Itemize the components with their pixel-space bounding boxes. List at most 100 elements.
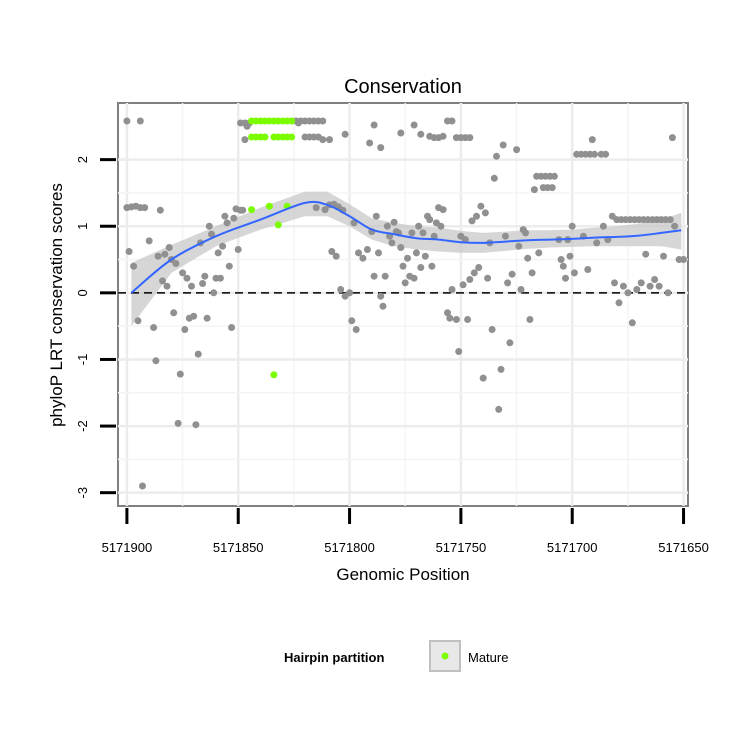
point-other: [199, 280, 207, 287]
point-mature: [274, 221, 282, 229]
y-tick-label: 2: [75, 156, 90, 163]
point-other: [388, 239, 396, 247]
point-other: [412, 249, 420, 257]
point-other: [332, 252, 340, 260]
point-other: [241, 136, 249, 144]
point-other: [651, 276, 659, 283]
point-other: [219, 242, 227, 250]
point-other: [446, 314, 454, 322]
point-other: [624, 289, 632, 297]
point-other: [223, 219, 231, 227]
point-other: [372, 212, 380, 220]
plot-panel: [117, 102, 689, 507]
trend-line: [130, 200, 682, 294]
point-other: [179, 269, 187, 277]
point-other: [452, 316, 460, 323]
point-other: [150, 324, 158, 331]
point-other: [359, 254, 367, 262]
point-other: [448, 117, 456, 125]
point-other: [602, 150, 610, 158]
x-tick-label: 5171700: [547, 540, 598, 555]
point-other: [566, 252, 574, 260]
point-other: [473, 212, 480, 220]
point-other: [477, 202, 485, 210]
point-other: [642, 250, 650, 258]
point-other: [352, 326, 360, 333]
point-other: [355, 249, 362, 257]
legend: Hairpin partition Mature: [284, 640, 508, 672]
point-other: [321, 206, 329, 214]
point-other: [637, 279, 645, 287]
point-other: [461, 236, 469, 244]
y-tick-label: 0: [75, 289, 90, 296]
point-other: [466, 134, 474, 142]
x-tick-label: 5171900: [102, 540, 153, 555]
point-other: [326, 136, 333, 144]
point-other: [591, 150, 598, 158]
point-other: [417, 130, 425, 138]
point-other: [399, 262, 407, 270]
point-mature: [265, 202, 273, 210]
point-other: [459, 281, 467, 289]
y-tick-label: -3: [75, 487, 90, 499]
legend-label-mature: Mature: [468, 650, 508, 665]
point-other: [383, 222, 391, 230]
point-other: [535, 249, 543, 257]
point-other: [515, 242, 523, 250]
point-other: [655, 282, 663, 290]
point-other: [188, 282, 195, 290]
point-other: [183, 274, 191, 282]
y-tick-label: -1: [75, 354, 90, 366]
point-other: [163, 282, 171, 290]
point-other: [664, 289, 672, 297]
point-other: [294, 119, 302, 127]
point-other: [145, 237, 153, 245]
point-other: [479, 374, 487, 382]
point-other: [379, 302, 387, 310]
point-other: [633, 286, 641, 293]
point-other: [234, 246, 242, 253]
point-other: [348, 317, 356, 325]
point-other: [415, 222, 423, 230]
point-other: [526, 316, 534, 323]
point-other: [417, 264, 425, 271]
point-other: [559, 262, 567, 270]
point-other: [524, 254, 532, 262]
point-other: [172, 260, 180, 267]
point-other: [437, 222, 445, 230]
point-other: [528, 269, 536, 277]
point-other: [375, 249, 382, 257]
point-other: [141, 204, 149, 212]
point-other: [210, 289, 218, 297]
point-other: [488, 326, 496, 333]
point-other: [130, 262, 138, 270]
point-other: [203, 314, 211, 322]
point-other: [190, 312, 198, 320]
point-other: [319, 136, 327, 144]
x-axis: 5171900 5171850 5171800 5171750 5171700 51716…: [102, 508, 709, 555]
y-axis: -3 -2 -1 0 1 2: [75, 156, 116, 498]
x-axis-title: Genomic Position: [336, 565, 469, 584]
data-points: [123, 117, 687, 490]
point-other: [568, 222, 576, 230]
point-other: [501, 232, 509, 240]
point-other: [176, 370, 184, 378]
point-other: [499, 141, 507, 149]
point-other: [619, 282, 627, 290]
point-other: [530, 186, 538, 194]
point-other: [493, 152, 500, 160]
point-other: [363, 246, 371, 253]
point-other: [513, 146, 521, 154]
point-other: [615, 299, 623, 307]
point-other: [588, 136, 596, 144]
y-tick-label: -2: [75, 420, 90, 432]
point-other: [370, 121, 378, 129]
point-other: [628, 319, 636, 327]
point-other: [517, 286, 525, 293]
point-other: [468, 217, 476, 225]
point-other: [666, 216, 674, 224]
point-other: [319, 117, 327, 125]
point-other: [668, 134, 676, 142]
point-other: [599, 222, 607, 230]
point-other: [506, 339, 514, 347]
